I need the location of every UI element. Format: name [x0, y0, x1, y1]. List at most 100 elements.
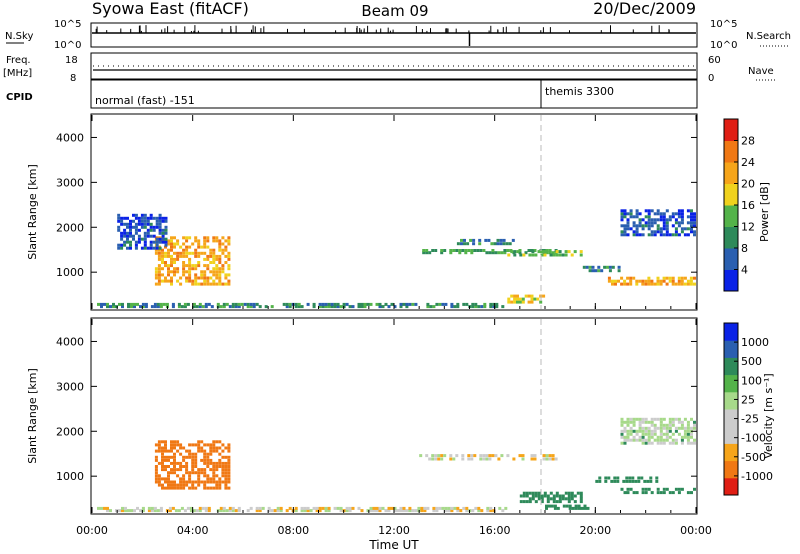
data-cell [182, 446, 186, 450]
data-cell [378, 302, 382, 306]
data-cell [179, 245, 183, 249]
data-cell [443, 249, 447, 252]
data-cell [158, 231, 162, 235]
data-cell [170, 248, 173, 252]
data-cell [644, 215, 648, 219]
data-cell [221, 282, 225, 286]
data-cell [161, 216, 165, 220]
data-cell [472, 238, 476, 242]
data-cell [665, 276, 669, 280]
data-cell [224, 276, 228, 280]
data-cell [218, 239, 222, 243]
data-cell [431, 454, 435, 458]
data-cell [201, 305, 205, 309]
data-cell [632, 420, 636, 424]
data-cell [176, 468, 180, 472]
data-cell [270, 305, 274, 309]
data-cell [665, 282, 669, 286]
data-cell [540, 253, 544, 257]
data-cell [432, 305, 436, 309]
data-cell [157, 282, 161, 286]
data-cell [141, 506, 145, 510]
data-cell [650, 209, 654, 213]
data-cell [677, 224, 681, 228]
data-cell [123, 243, 127, 247]
data-cell [129, 222, 132, 226]
data-cell [440, 249, 444, 252]
data-cell [227, 468, 231, 472]
data-cell [525, 494, 529, 498]
data-cell [288, 506, 292, 510]
data-cell [586, 506, 590, 510]
data-cell [161, 254, 164, 258]
data-cell [154, 480, 158, 484]
data-cell [440, 457, 444, 461]
data-cell [693, 282, 696, 286]
data-cell [143, 234, 147, 238]
data-cell [339, 509, 343, 513]
data-cell [568, 504, 572, 508]
data-cell [173, 446, 176, 450]
data-cell [231, 305, 235, 309]
data-cell [680, 438, 684, 442]
data-cell [179, 276, 183, 280]
data-cell [164, 480, 167, 484]
data-cell [449, 457, 453, 461]
data-cell [641, 438, 645, 442]
nsearch-label: N.Search [746, 31, 791, 42]
colorbar-segment [724, 162, 738, 184]
data-cell [495, 305, 499, 309]
data-cell [686, 420, 690, 424]
data-cell [191, 282, 195, 286]
data-cell [185, 239, 189, 243]
data-cell [194, 276, 198, 280]
data-cell [318, 305, 322, 309]
data-cell [653, 417, 657, 421]
data-cell [537, 497, 541, 501]
date-title: 20/Dec/2009 [593, 0, 696, 18]
data-cell [653, 426, 657, 430]
data-cell [218, 477, 222, 481]
data-cell [209, 446, 213, 450]
data-cell [158, 225, 162, 229]
data-cell [550, 504, 554, 508]
data-cell [469, 238, 473, 242]
data-cell [161, 273, 164, 277]
data-cell [556, 506, 560, 510]
data-cell [173, 452, 176, 456]
data-cell [680, 215, 684, 219]
data-cell [127, 302, 130, 306]
data-cell [641, 417, 645, 421]
data-cell [106, 509, 109, 513]
data-cell [447, 506, 451, 510]
data-cell [194, 458, 198, 462]
data-cell [452, 457, 456, 461]
data-cell [206, 458, 210, 462]
data-cell [129, 231, 132, 235]
data-cell [668, 276, 672, 280]
data-cell [552, 500, 556, 504]
data-cell [530, 297, 534, 301]
data-cell [477, 509, 481, 513]
data-cell [626, 423, 630, 427]
data-cell [222, 305, 226, 309]
data-cell [659, 230, 663, 234]
data-cell [173, 236, 176, 240]
data-cell [234, 509, 238, 513]
data-cell [662, 212, 666, 216]
data-cell [182, 455, 186, 459]
data-cell [632, 438, 636, 442]
data-cell [426, 302, 430, 306]
data-cell [626, 432, 630, 436]
data-cell [182, 242, 186, 246]
data-cell [690, 209, 693, 213]
data-cell [159, 305, 163, 309]
data-cell [158, 213, 162, 217]
data-cell [143, 222, 147, 226]
data-cell [390, 506, 394, 510]
data-cell [613, 476, 617, 480]
data-cell [324, 305, 328, 309]
data-cell [555, 253, 559, 257]
data-cell [513, 253, 517, 257]
